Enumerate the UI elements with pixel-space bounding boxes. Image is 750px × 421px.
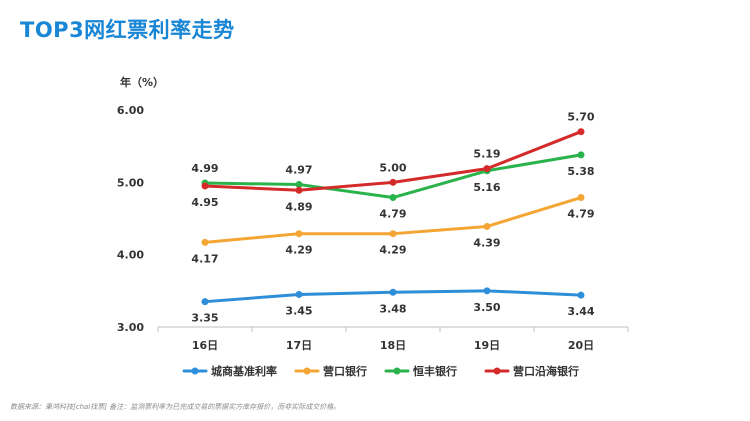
data-label: 4.79 <box>379 208 406 221</box>
data-label: 4.95 <box>191 196 218 209</box>
data-point <box>201 238 209 246</box>
data-point <box>201 298 209 306</box>
source-footnote: 数据来源：秉鸿科技[chai找票] 备注：监测票利率为已完成交易的票据实方库存报… <box>10 403 341 411</box>
data-point <box>389 178 397 186</box>
series-layer <box>201 128 585 306</box>
x-tick-label: 17日 <box>286 339 312 352</box>
data-point <box>577 194 585 202</box>
y-axis-unit-label: 年（%） <box>120 75 164 89</box>
data-label: 3.50 <box>473 301 500 314</box>
legend-label: 营口银行 <box>323 364 367 378</box>
x-axis: 16日 17日 18日 19日 20日 <box>157 326 629 352</box>
legend-swatch-marker <box>303 367 311 375</box>
data-point <box>295 290 303 298</box>
data-label: 4.39 <box>473 236 500 249</box>
y-axis: 3.00 4.00 5.00 6.00 <box>117 104 144 334</box>
data-point <box>389 230 397 238</box>
data-label: 5.38 <box>567 165 594 178</box>
x-tick-label: 20日 <box>568 339 594 352</box>
y-tick-label: 3.00 <box>117 321 144 334</box>
legend-label: 恒丰银行 <box>413 364 457 378</box>
page-title: TOP3网红票利率走势 <box>20 18 235 42</box>
data-point <box>201 182 209 190</box>
data-label: 3.44 <box>567 305 594 318</box>
data-label: 3.48 <box>379 302 406 315</box>
data-label: 4.17 <box>191 252 218 265</box>
legend-swatch-marker <box>191 367 199 375</box>
data-label: 5.00 <box>379 161 406 174</box>
x-tick-label: 16日 <box>192 339 218 352</box>
y-tick-label: 6.00 <box>117 104 144 117</box>
data-point <box>389 288 397 296</box>
data-label: 4.89 <box>285 200 312 213</box>
data-label: 4.29 <box>285 244 312 257</box>
data-point <box>483 165 491 173</box>
data-point <box>577 291 585 299</box>
data-label: 4.99 <box>191 162 218 175</box>
y-tick-label: 5.00 <box>117 176 144 189</box>
data-label: 5.16 <box>473 181 500 194</box>
data-label: 4.29 <box>379 244 406 257</box>
data-label: 4.97 <box>285 164 312 177</box>
data-label: 5.19 <box>473 148 500 161</box>
data-point <box>483 287 491 295</box>
legend: 城商基准利率 营口银行 恒丰银行 营口沿海银行 <box>182 364 579 378</box>
data-label-layer: 3.35 3.45 3.48 3.50 3.44 4.17 4.29 4.29 4.39 4.79… <box>191 111 594 325</box>
legend-label: 城商基准利率 <box>211 364 277 378</box>
data-point <box>483 222 491 230</box>
legend-swatch-marker <box>493 367 501 375</box>
data-point <box>389 194 397 202</box>
legend-label: 营口沿海银行 <box>513 364 579 378</box>
data-point <box>295 230 303 238</box>
data-point <box>295 181 303 189</box>
data-point <box>577 151 585 159</box>
data-label: 3.45 <box>285 304 312 317</box>
data-label: 4.79 <box>567 208 594 221</box>
data-point <box>295 186 303 194</box>
data-point <box>577 128 585 136</box>
y-tick-label: 4.00 <box>117 249 144 262</box>
data-label: 3.35 <box>191 312 218 325</box>
data-label: 5.70 <box>567 111 594 124</box>
legend-swatch-marker <box>393 367 401 375</box>
x-tick-label: 18日 <box>380 339 406 352</box>
x-tick-label: 19日 <box>474 339 500 352</box>
